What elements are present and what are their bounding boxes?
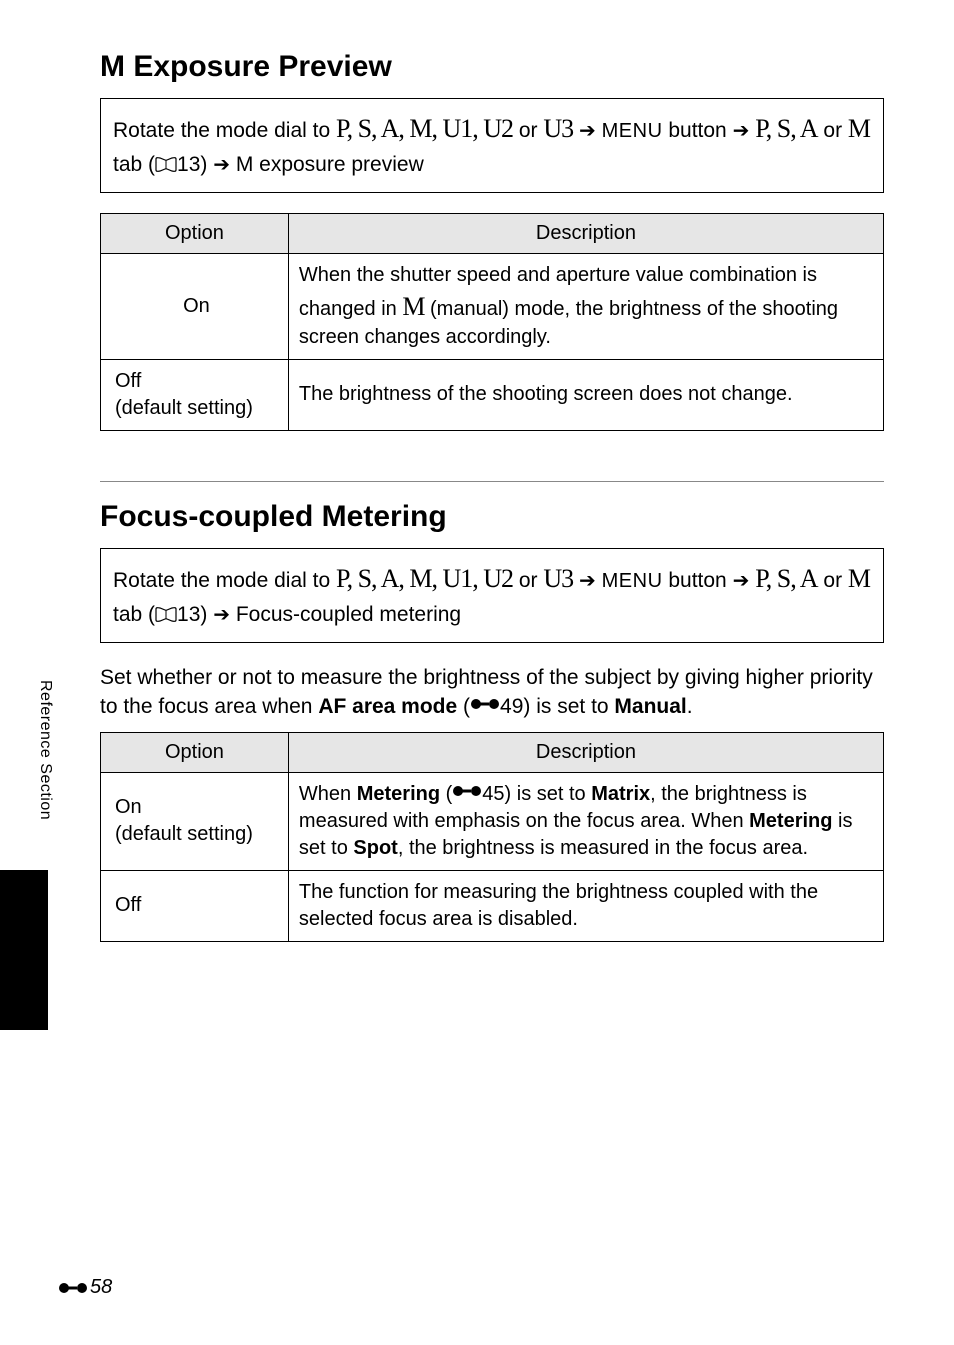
instr2-modelast: U3 — [543, 564, 573, 593]
d: Metering — [357, 783, 440, 805]
instr1-or: or — [513, 119, 543, 142]
instr2-pre: Rotate the mode dial to — [113, 569, 336, 592]
ref-icon — [470, 692, 500, 710]
body-text: Set whether or not to measure the bright… — [100, 663, 884, 722]
th-option: Option — [101, 213, 289, 253]
body-end: . — [687, 695, 693, 718]
instr1-modelast: U3 — [543, 114, 573, 143]
section-focus-coupled: Focus-coupled Metering Rotate the mode d… — [100, 481, 884, 942]
book-icon — [155, 151, 177, 167]
instr1-tablast: M — [848, 114, 870, 143]
arrow-icon: ➔ — [579, 570, 596, 592]
instr2-menu: MENU — [602, 570, 663, 592]
table-1: Option Description On When the shutter s… — [100, 213, 884, 431]
divider — [100, 481, 884, 482]
instr1-menu: MENU — [602, 120, 663, 142]
cell-desc: The function for measuring the brightnes… — [288, 870, 883, 941]
cell-desc: When the shutter speed and aperture valu… — [288, 253, 883, 359]
instruction-box-1: Rotate the mode dial to P, S, A, M, U1, … — [100, 98, 884, 193]
th-option: Option — [101, 732, 289, 772]
desc-mode: M — [402, 292, 424, 321]
table-header-row: Option Description — [101, 732, 884, 772]
table-header-row: Option Description — [101, 213, 884, 253]
th-description: Description — [288, 213, 883, 253]
arrow-icon: ➔ — [579, 120, 596, 142]
instr2-modes: P, S, A, M, U1, U2 — [336, 564, 513, 593]
d: Matrix — [591, 783, 650, 805]
ref-icon — [58, 1279, 88, 1297]
instruction-box-2: Rotate the mode dial to P, S, A, M, U1, … — [100, 548, 884, 643]
instr2-tablast: M — [848, 564, 870, 593]
table-2: Option Description On (default setting) … — [100, 732, 884, 942]
instr2-pageref: 13) — [177, 603, 213, 626]
table-row: Off The function for measuring the brigh… — [101, 870, 884, 941]
option-line: (default setting) — [115, 823, 253, 845]
body-mid: ( — [457, 695, 470, 718]
arrow-icon: ➔ — [733, 120, 750, 142]
table-row: Off (default setting) The brightness of … — [101, 359, 884, 430]
page-number: 58 — [90, 1276, 112, 1299]
table-row: On (default setting) When Metering (45) … — [101, 772, 884, 870]
instr1-button: button — [663, 119, 733, 142]
d: Metering — [749, 810, 832, 832]
instr1-tabmodes: P, S, A — [755, 114, 817, 143]
instr2-end: Focus-coupled metering — [230, 603, 461, 626]
body-ref: 49) is set to — [500, 695, 614, 718]
th-description: Description — [288, 732, 883, 772]
option-line: On — [115, 796, 142, 818]
d: ( — [440, 783, 452, 805]
body-bold: Manual — [614, 695, 686, 718]
instr1-modes: P, S, A, M, U1, U2 — [336, 114, 513, 143]
option-line: (default setting) — [115, 397, 253, 419]
body-bold: AF area mode — [318, 695, 457, 718]
cell-option: On (default setting) — [101, 772, 289, 870]
footer: 58 — [58, 1276, 112, 1299]
book-icon — [155, 601, 177, 617]
d: Spot — [353, 837, 397, 859]
instr2-button: button — [663, 569, 733, 592]
cell-desc: The brightness of the shooting screen do… — [288, 359, 883, 430]
ref-icon — [452, 781, 482, 799]
instr1-tabor: or — [818, 119, 848, 142]
section-m-exposure: M Exposure Preview Rotate the mode dial … — [100, 50, 884, 431]
cell-option: On — [101, 253, 289, 359]
section1-title: M Exposure Preview — [100, 50, 884, 84]
section2-title: Focus-coupled Metering — [100, 500, 884, 534]
instr1-pre: Rotate the mode dial to — [113, 119, 336, 142]
instr1-end: M exposure preview — [230, 153, 424, 176]
instr2-tabor: or — [818, 569, 848, 592]
option-line: Off — [115, 370, 141, 392]
side-tab — [0, 870, 48, 1030]
instr2-tabword: tab ( — [113, 603, 155, 626]
cell-option: Off (default setting) — [101, 359, 289, 430]
cell-desc: When Metering (45) is set to Matrix , the… — [288, 772, 883, 870]
d: , the brightness is measured in the focu… — [398, 837, 808, 859]
d: 45) is set to — [482, 783, 591, 805]
table-row: On When the shutter speed and aperture v… — [101, 253, 884, 359]
instr2-tabmodes: P, S, A — [755, 564, 817, 593]
side-label: Reference Section — [36, 680, 54, 820]
instr2-or: or — [513, 569, 543, 592]
d: When — [299, 783, 357, 805]
arrow-icon: ➔ — [733, 570, 750, 592]
cell-option: Off — [101, 870, 289, 941]
arrow-icon: ➔ — [213, 604, 230, 626]
instr1-tabword: tab ( — [113, 153, 155, 176]
instr1-pageref: 13) — [177, 153, 213, 176]
arrow-icon: ➔ — [213, 154, 230, 176]
